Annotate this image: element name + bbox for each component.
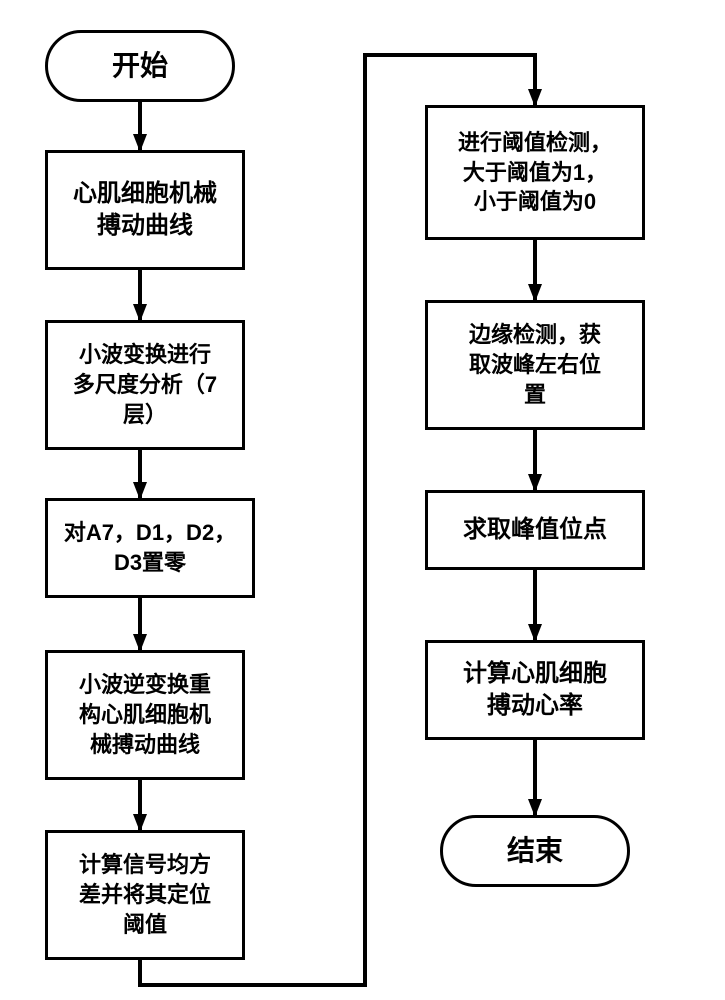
node-n2: 小波变换进行多尺度分析（7层） — [45, 320, 245, 450]
node-n8: 求取峰值位点 — [425, 490, 645, 570]
node-end: 结束 — [440, 815, 630, 887]
node-n7: 边缘检测，获取波峰左右位置 — [425, 300, 645, 430]
node-n4: 小波逆变换重构心肌细胞机械搏动曲线 — [45, 650, 245, 780]
node-n6: 进行阈值检测，大于阈值为1，小于阈值为0 — [425, 105, 645, 240]
node-n3: 对A7，D1，D2，D3置零 — [45, 498, 255, 598]
node-n1: 心肌细胞机械搏动曲线 — [45, 150, 245, 270]
flowchart-canvas: 开始心肌细胞机械搏动曲线小波变换进行多尺度分析（7层） 对A7，D1，D2，D3置… — [0, 0, 725, 1000]
node-start: 开始 — [45, 30, 235, 102]
node-n5: 计算信号均方差并将其定位阈值 — [45, 830, 245, 960]
node-n9: 计算心肌细胞搏动心率 — [425, 640, 645, 740]
